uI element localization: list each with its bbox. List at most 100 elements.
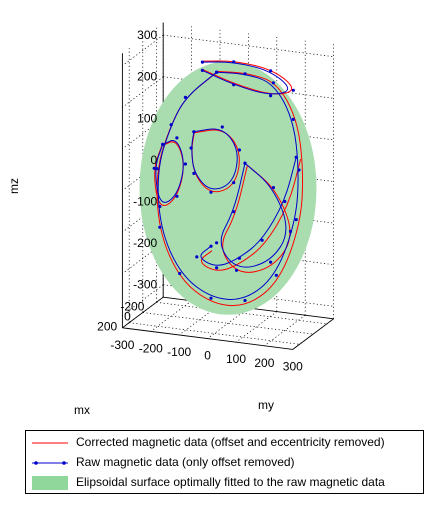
raw-trace — [200, 157, 297, 266]
legend-item-raw: Raw magnetic data (only offset removed) — [26, 454, 423, 472]
raw-data-point — [232, 210, 236, 214]
y-tick-label: 200 — [97, 320, 117, 334]
raw-trace — [220, 162, 287, 268]
raw-data-point — [271, 81, 275, 85]
grid-line — [163, 34, 334, 58]
raw-data-point — [158, 225, 162, 229]
x-tick-label: 0 — [204, 349, 211, 363]
raw-data-point — [297, 168, 301, 172]
legend: Corrected magnetic data (offset and ecce… — [25, 430, 424, 494]
raw-data-point — [215, 241, 219, 245]
raw-data-point — [158, 204, 162, 209]
legend-label-surface: Elipsoidal surface optimally fitted to t… — [76, 475, 385, 489]
raw-data-point — [209, 244, 213, 248]
raw-data-point — [220, 125, 224, 129]
raw-data-point — [269, 94, 273, 98]
raw-data-point — [288, 229, 293, 233]
raw-data-point — [183, 95, 187, 99]
x-tick-label: 300 — [283, 359, 303, 373]
raw-data-point — [232, 83, 236, 87]
raw-data-point — [283, 199, 287, 204]
x-axis-label: my — [258, 398, 274, 412]
corrected-trace — [156, 71, 304, 307]
legend-item-corrected: Corrected magnetic data (offset and ecce… — [26, 434, 423, 452]
raw-data-point — [234, 268, 239, 272]
corrected-trace — [201, 158, 302, 271]
z-tick-label: 100 — [137, 111, 157, 125]
raw-data-point — [232, 181, 236, 185]
corrected-trace — [154, 141, 184, 206]
x-tick-label: -300 — [110, 338, 134, 352]
raw-data-point — [195, 255, 199, 259]
x-tick-label: 200 — [254, 356, 274, 370]
raw-data-point — [269, 260, 273, 264]
raw-data-point — [169, 123, 173, 127]
z-tick-label: 300 — [137, 28, 157, 42]
x-tick-label: -200 — [139, 341, 163, 355]
raw-data-point — [189, 146, 193, 150]
y-axis-label: mx — [74, 403, 90, 417]
chart-plot: 300 200 100 0 -100 -200 -300 -300 -200 -100 0 100 20… — [7, 22, 334, 417]
axis-edge — [122, 327, 293, 350]
legend-item-surface: Elipsoidal surface optimally fitted to t… — [26, 474, 423, 492]
x-tick-label: -100 — [167, 345, 191, 359]
raw-data-point — [243, 298, 247, 303]
raw-data-point — [291, 88, 295, 92]
red-line-swatch — [32, 442, 68, 444]
grid-line — [122, 34, 164, 66]
grid-line — [178, 304, 221, 336]
raw-data-point — [232, 60, 236, 64]
raw-data-point — [294, 155, 298, 159]
raw-data-point — [152, 166, 156, 170]
raw-data-point — [294, 218, 298, 222]
z-axis-label: mz — [7, 178, 21, 194]
legend-label-raw: Raw magnetic data (only offset removed) — [76, 455, 295, 469]
z-tick-label: 200 — [137, 70, 157, 84]
raw-data-point — [243, 161, 247, 165]
legend-label-corrected: Corrected magnetic data (offset and ecce… — [76, 435, 385, 449]
raw-data-point — [209, 296, 213, 300]
raw-trace — [202, 61, 289, 95]
raw-data-point — [269, 69, 273, 73]
z-tick-label: -200 — [133, 236, 157, 250]
z-tick-label: 0 — [151, 153, 158, 167]
raw-data-point — [237, 148, 241, 152]
raw-data-point — [209, 190, 213, 194]
raw-data-point — [237, 256, 241, 260]
raw-data-point — [175, 194, 179, 198]
raw-trace — [155, 140, 184, 203]
axis-edge — [292, 318, 334, 350]
grid-line — [264, 314, 306, 347]
tick-labels: 300 200 100 0 -100 -200 -300 -300 -200 -100 0 100 20… — [97, 28, 303, 373]
raw-data-point — [200, 68, 204, 72]
x-tick-label: 100 — [226, 352, 246, 366]
data-traces — [152, 60, 304, 307]
axis-edge — [122, 296, 164, 329]
raw-data-point — [175, 136, 179, 140]
green-patch-swatch — [32, 476, 68, 490]
corrected-trace — [202, 60, 293, 95]
raw-data-point — [291, 117, 295, 121]
grid-line — [122, 118, 164, 150]
raw-data-point — [274, 273, 278, 277]
y-tick-label: -200 — [120, 299, 144, 313]
grid-line — [122, 284, 164, 316]
raw-data-point — [243, 72, 247, 76]
raw-data-point — [161, 142, 165, 146]
raw-data-point — [183, 162, 187, 166]
z-tick-label: -300 — [133, 278, 157, 292]
blue-marker-line-swatch — [32, 461, 68, 465]
raw-data-point — [200, 60, 204, 64]
raw-trace — [191, 128, 238, 190]
grid-line — [207, 307, 249, 339]
grid-line — [150, 300, 192, 332]
raw-data-point — [260, 238, 264, 242]
raw-data-point — [192, 171, 196, 175]
z-tick-label: -100 — [133, 195, 157, 209]
raw-data-point — [215, 70, 219, 74]
y-tick-label: 0 — [124, 310, 131, 324]
raw-data-point — [192, 130, 196, 134]
grid-line — [235, 311, 278, 343]
raw-data-point — [178, 271, 182, 276]
raw-data-point — [215, 266, 219, 270]
